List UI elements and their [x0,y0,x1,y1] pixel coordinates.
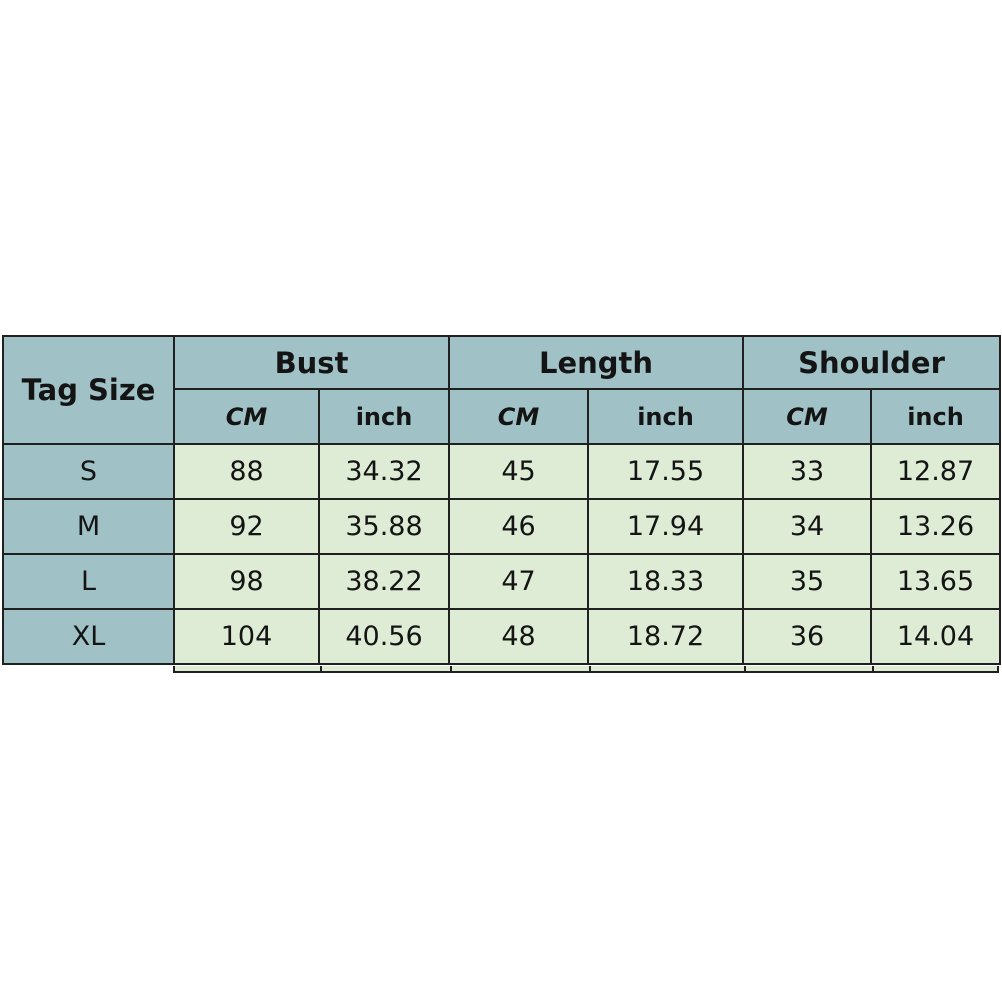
cell-length-cm: 46 [448,498,589,555]
unit-header-shoulder-inch: inch [870,388,1001,445]
unit-header-shoulder-cm: CM [742,388,872,445]
cell-length-inch: 17.94 [587,498,744,555]
size-label: L [2,553,175,610]
group-header-row: Tag Size Bust Length Shoulder [2,335,1001,445]
cell-bust-inch: 38.22 [318,553,450,610]
group-header-bust: Bust [173,335,450,390]
tag-size-header: Tag Size [2,335,175,445]
cell-shoulder-inch: 14.04 [870,608,1001,665]
cell-bust-inch: 35.88 [318,498,450,555]
cell-bust-cm: 92 [173,498,320,555]
cell-bust-cm: 104 [173,608,320,665]
size-label: M [2,498,175,555]
unit-header-row: CM inch CM inch CM inch [3,388,1001,445]
cell-length-inch: 18.72 [587,608,744,665]
cell-length-cm: 45 [448,443,589,500]
cell-shoulder-cm: 36 [742,608,872,665]
size-label: S [2,443,175,500]
cell-length-cm: 48 [448,608,589,665]
table-row-s: S 88 34.32 45 17.55 33 12.87 [2,443,1001,500]
cell-shoulder-cm: 35 [742,553,872,610]
table-row-m: M 92 35.88 46 17.94 34 13.26 [2,498,1001,555]
cell-shoulder-cm: 33 [742,443,872,500]
cell-length-cm: 47 [448,553,589,610]
cell-bust-cm: 88 [173,443,320,500]
cell-length-inch: 17.55 [587,443,744,500]
cropped-row-sliver [173,666,999,673]
cell-shoulder-inch: 12.87 [870,443,1001,500]
table-row-l: L 98 38.22 47 18.33 35 13.65 [2,553,1001,610]
cell-shoulder-inch: 13.65 [870,553,1001,610]
unit-header-bust-cm: CM [173,388,320,445]
cell-bust-inch: 40.56 [318,608,450,665]
group-header-shoulder: Shoulder [742,335,1001,390]
cell-length-inch: 18.33 [587,553,744,610]
unit-header-length-inch: inch [587,388,744,445]
size-label: XL [2,608,175,665]
cell-bust-inch: 34.32 [318,443,450,500]
unit-header-length-cm: CM [448,388,589,445]
cell-bust-cm: 98 [173,553,320,610]
cell-shoulder-cm: 34 [742,498,872,555]
size-chart-table: Tag Size Bust Length Shoulder CM inch CM… [2,335,1001,665]
cell-shoulder-inch: 13.26 [870,498,1001,555]
table-row-xl: XL 104 40.56 48 18.72 36 14.04 [2,608,1001,665]
group-header-length: Length [448,335,744,390]
unit-header-bust-inch: inch [318,388,450,445]
